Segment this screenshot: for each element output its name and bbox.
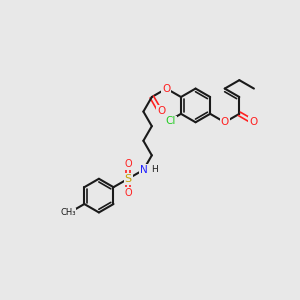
Text: O: O	[124, 188, 132, 198]
Text: O: O	[220, 117, 229, 127]
Text: N: N	[140, 165, 147, 175]
Text: H: H	[151, 165, 158, 174]
Text: O: O	[157, 106, 166, 116]
Text: O: O	[249, 117, 257, 127]
Text: Cl: Cl	[166, 116, 176, 126]
Text: O: O	[162, 84, 170, 94]
Text: S: S	[124, 174, 132, 184]
Text: CH₃: CH₃	[60, 208, 76, 217]
Text: O: O	[124, 159, 132, 169]
